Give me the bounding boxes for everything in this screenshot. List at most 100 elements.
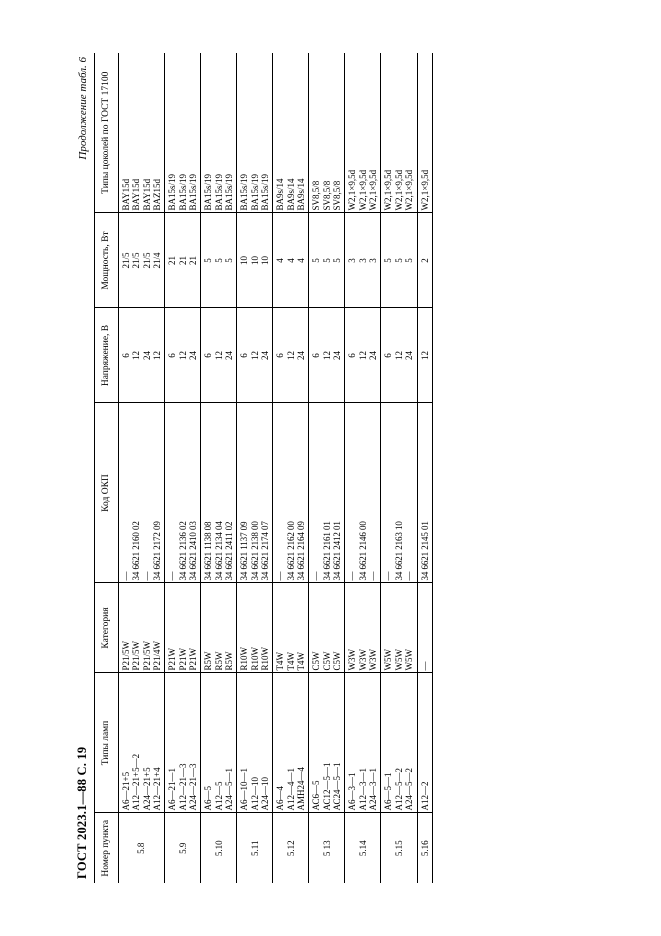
cell-line: —	[311, 406, 321, 581]
col-header: Напряжение, В	[95, 308, 119, 403]
cell-type: А12—2	[417, 673, 432, 813]
cell-num: 5.11	[237, 813, 273, 883]
cell-line: BA15s/19	[260, 55, 270, 211]
cell-line: 34 6621 1137 09	[239, 406, 249, 581]
cell-line: W5W	[404, 586, 414, 671]
cell-num: 5.16	[417, 813, 432, 883]
cell-line: 12	[178, 311, 188, 401]
cell-cap: BA15s/19BA15s/19BA15s/19	[201, 53, 237, 213]
cell-cap: W2,1×9,5d	[417, 53, 432, 213]
cell-line: А6—21+5	[121, 676, 131, 811]
cell-line: 21/5	[121, 216, 131, 306]
cell-line: P21/5W	[142, 586, 152, 671]
cell-line: C5W	[311, 586, 321, 671]
cell-line: W5W	[394, 586, 404, 671]
cell-line: 24	[188, 311, 198, 401]
cell-line: P21W	[178, 586, 188, 671]
table-row: 5 13АС6—5АС12—5—1АС24—5—1C5WC5WC5W—34 66…	[309, 53, 345, 883]
cell-line: C5W	[322, 586, 332, 671]
cell-line: —	[420, 586, 430, 671]
col-header: Типы ламп	[95, 673, 119, 813]
lamp-table: Номер пункта Типы ламп Категория Код ОКП…	[94, 53, 433, 883]
cell-line: 21	[178, 216, 188, 306]
cell-line: А12—5—2	[394, 676, 404, 811]
cell-line: А6—5	[203, 676, 213, 811]
cell-line: SV8,5/8	[322, 55, 332, 211]
cell-line: 12	[358, 311, 368, 401]
cell-line: 24	[260, 311, 270, 401]
table-row: 5.8А6—21+5А12—21+5—2А24—21+5А12—21+4P21/…	[118, 53, 164, 883]
cell-line: W3W	[368, 586, 378, 671]
table-header-row: Номер пункта Типы ламп Категория Код ОКП…	[95, 53, 119, 883]
cell-line: 3	[347, 216, 357, 306]
table-row: 5.9А6—21—1А12—21—3А24—21—3P21WP21WP21W—3…	[165, 53, 201, 883]
cell-cat: T4WT4WT4W	[273, 583, 309, 673]
cell-line: BA15s/19	[188, 55, 198, 211]
cell-num: 5.10	[201, 813, 237, 883]
cell-volt: 61224	[237, 308, 273, 403]
cell-volt: 6122412	[118, 308, 164, 403]
cell-num: 5.12	[273, 813, 309, 883]
cell-okp: —34 6621 2163 10—	[381, 403, 417, 583]
cell-num: 5 13	[309, 813, 345, 883]
cell-line: 2	[420, 216, 430, 306]
cell-num: 5.14	[345, 813, 381, 883]
cell-line: 6	[275, 311, 285, 401]
cell-line: 4	[286, 216, 296, 306]
cell-okp: —34 6621 2146 00—	[345, 403, 381, 583]
cell-line: А6—10—1	[239, 676, 249, 811]
cell-line: А6—4	[275, 676, 285, 811]
cell-line: 4	[296, 216, 306, 306]
cell-okp: —34 6621 2161 0134 6621 2412 01	[309, 403, 345, 583]
cell-line: 12	[152, 311, 162, 401]
cell-line: АС6—5	[311, 676, 321, 811]
cell-line: T4W	[296, 586, 306, 671]
cell-num: 5.8	[118, 813, 164, 883]
cell-line: BA15s/19	[214, 55, 224, 211]
cell-line: —	[404, 406, 414, 581]
cell-line: А12—21+5—2	[131, 676, 141, 811]
cell-line: W2,1×9,5d	[368, 55, 378, 211]
cell-cap: SV8,5/8SV8,5/8SV8,5/8	[309, 53, 345, 213]
cell-line: 6	[239, 311, 249, 401]
cell-line: 12	[250, 311, 260, 401]
cell-line: BAZ15d	[152, 55, 162, 211]
cell-line: 12	[286, 311, 296, 401]
cell-line: 34 6621 2160 02	[131, 406, 141, 581]
cell-line: А12—2	[420, 676, 430, 811]
cell-line: 24	[224, 311, 234, 401]
cell-line: BAY15d	[131, 55, 141, 211]
cell-type: А6—5—1А12—5—2А24—5—2	[381, 673, 417, 813]
cell-line: 3	[368, 216, 378, 306]
cell-cat: P21/5WP21/5WP21/5WP21/4W	[118, 583, 164, 673]
cell-pow: 2	[417, 213, 432, 308]
cell-pow: 101010	[237, 213, 273, 308]
cell-line: 34 6621 2136 02	[178, 406, 188, 581]
cell-line: W2,1×9,5d	[404, 55, 414, 211]
cell-line: W2,1×9,5d	[420, 55, 430, 211]
cell-okp: 34 6621 1137 0934 6621 2138 0034 6621 21…	[237, 403, 273, 583]
cell-line: SV8,5/8	[311, 55, 321, 211]
cell-line: 21	[167, 216, 177, 306]
cell-line: 5	[332, 216, 342, 306]
cell-line: А24—21+5	[142, 676, 152, 811]
cell-line: 21/5	[131, 216, 141, 306]
cell-volt: 61224	[345, 308, 381, 403]
cell-volt: 61224	[201, 308, 237, 403]
cell-line: W2,1×9,5d	[383, 55, 393, 211]
cell-line: T4W	[286, 586, 296, 671]
cell-line: —	[347, 406, 357, 581]
cell-line: BA15s/19	[224, 55, 234, 211]
cell-line: BA9s/14	[275, 55, 285, 211]
cell-line: W2,1×9,5d	[394, 55, 404, 211]
cell-line: W3W	[347, 586, 357, 671]
col-header: Типы цоколей по ГОСТ 17100	[95, 53, 119, 213]
cell-line: 34 6621 2164 09	[296, 406, 306, 581]
cell-type: А6—5А12—5А24—5—1	[201, 673, 237, 813]
cell-line: C5W	[332, 586, 342, 671]
cell-cat: —	[417, 583, 432, 673]
cell-cat: R5WR5WR5W	[201, 583, 237, 673]
cell-type: А6—4А12—4—1АМН24—4	[273, 673, 309, 813]
cell-type: А6—10—1А12—10А24—10	[237, 673, 273, 813]
cell-line: 34 6621 2161 01	[322, 406, 332, 581]
